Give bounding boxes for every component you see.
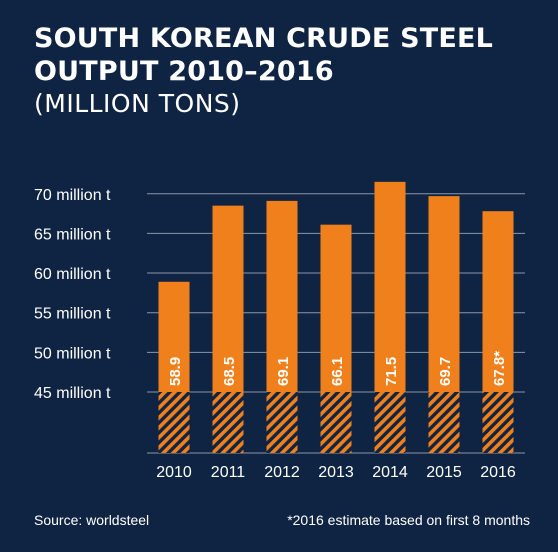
source-note: Source: worldsteel	[34, 512, 150, 528]
bar-2014	[374, 181, 406, 392]
y-tick-label: 60 million t	[34, 266, 111, 283]
x-tick-label: 2013	[318, 464, 354, 481]
x-tick-label: 2012	[264, 464, 300, 481]
y-tick-label: 50 million t	[34, 345, 111, 362]
x-tick-label: 2014	[372, 464, 408, 481]
x-tick-label: 2016	[480, 464, 516, 481]
y-tick-label: 55 million t	[34, 306, 111, 323]
bar-hatch-2015	[428, 392, 460, 453]
bar-value-label: 66.1	[329, 357, 346, 386]
bar-value-label: 68.5	[221, 357, 238, 386]
bar-2011	[212, 205, 244, 392]
chart-title-line-2: OUTPUT 2010–2016	[34, 56, 334, 87]
chart-title: SOUTH KOREAN CRUDE STEEL	[34, 23, 494, 54]
y-tick-label: 70 million t	[34, 187, 111, 204]
bar-value-label: 67.8*	[491, 351, 508, 386]
bar-2012	[266, 200, 298, 392]
bar-value-label: 58.9	[167, 357, 184, 386]
y-tick-label: 65 million t	[34, 226, 111, 243]
y-tick-label: 45 million t	[34, 385, 111, 402]
estimate-footnote: *2016 estimate based on first 8 months	[287, 512, 530, 528]
bar-2016	[482, 211, 514, 392]
bar-hatch-2011	[212, 392, 244, 453]
bar-hatch-2012	[266, 392, 298, 453]
bar-value-label: 69.1	[275, 357, 292, 386]
bar-value-label: 69.7	[437, 357, 454, 386]
bar-value-label: 71.5	[383, 357, 400, 386]
bar-hatch-2016	[482, 392, 514, 453]
x-tick-label: 2011	[211, 464, 246, 481]
chart-subtitle: (MILLION TONS)	[34, 89, 241, 118]
bar-2010	[158, 281, 190, 392]
bar-hatch-2010	[158, 392, 190, 453]
bar-2013	[320, 224, 352, 392]
chart-title-block: SOUTH KOREAN CRUDE STEEL OUTPUT 2010–201…	[34, 22, 493, 120]
bar-2015	[428, 196, 460, 392]
bar-hatch-2013	[320, 392, 352, 453]
x-tick-label: 2010	[156, 464, 192, 481]
x-tick-label: 2015	[426, 464, 462, 481]
bar-hatch-2014	[374, 392, 406, 453]
